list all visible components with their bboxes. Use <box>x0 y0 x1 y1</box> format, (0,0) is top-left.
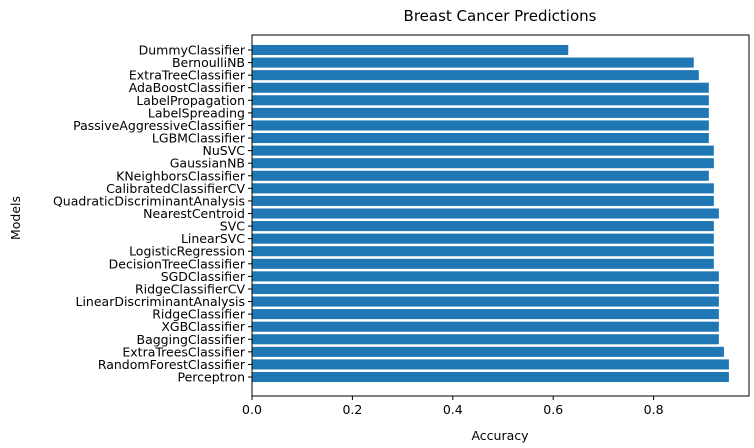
y-tick-label: RidgeClassifier <box>152 307 246 322</box>
bar-QuadraticDiscriminantAnalysis <box>252 195 714 206</box>
y-tick-label: LabelSpreading <box>148 105 245 120</box>
bar-RandomForestClassifier <box>252 359 729 370</box>
y-tick-label: DecisionTreeClassifier <box>109 256 246 271</box>
y-tick-label: Perceptron <box>178 370 245 385</box>
bar-LinearDiscriminantAnalysis <box>252 296 719 307</box>
bar-SVC <box>252 221 714 232</box>
bar-RidgeClassifierCV <box>252 283 719 294</box>
bar-ExtraTreeClassifier <box>252 70 699 81</box>
y-tick-label: LGBMClassifier <box>152 131 246 146</box>
bar-ExtraTreesClassifier <box>252 346 724 357</box>
y-tick-label: QuadraticDiscriminantAnalysis <box>53 193 245 208</box>
x-tick-label: 0.8 <box>644 402 664 417</box>
y-tick-label: ExtraTreeClassifier <box>129 68 246 83</box>
x-tick-label: 0.4 <box>443 402 463 417</box>
y-tick-label: LogisticRegression <box>129 244 245 259</box>
bar-BaggingClassifier <box>252 334 719 345</box>
bar-KNeighborsClassifier <box>252 170 709 181</box>
y-tick-label: LinearSVC <box>181 231 245 246</box>
y-tick-label: KNeighborsClassifier <box>116 168 246 183</box>
chart-title: Breast Cancer Predictions <box>404 7 597 25</box>
y-tick-label: DummyClassifier <box>139 43 246 58</box>
y-axis-title: Models <box>8 196 23 240</box>
y-tick-label: LinearDiscriminantAnalysis <box>75 294 245 309</box>
y-tick-label: CalibratedClassifierCV <box>106 181 245 196</box>
y-tick-label: ExtraTreesClassifier <box>122 344 245 359</box>
x-tick-label: 0.6 <box>543 402 563 417</box>
bar-BernoulliNB <box>252 57 694 68</box>
y-tick-label: NuSVC <box>203 143 246 158</box>
y-tick-label: XGBClassifier <box>161 319 246 334</box>
y-tick-label: RandomForestClassifier <box>98 357 246 372</box>
y-tick-label: PassiveAggressiveClassifier <box>73 118 246 133</box>
bars-group <box>252 44 729 383</box>
y-tick-label: SGDClassifier <box>161 269 246 284</box>
bar-DummyClassifier <box>252 44 569 56</box>
bar-GaussianNB <box>252 158 714 169</box>
bar-LogisticRegression <box>252 246 714 257</box>
y-tick-label: GaussianNB <box>170 156 245 171</box>
bar-AdaBoostClassifier <box>252 82 709 93</box>
bar-RidgeClassifier <box>252 309 719 320</box>
y-tick-labels: DummyClassifierBernoulliNBExtraTreeClass… <box>53 43 252 385</box>
plot-frame <box>251 34 750 397</box>
x-axis-title: Accuracy <box>471 428 529 443</box>
bar-Perceptron <box>252 371 729 383</box>
x-axis: 0.0 0.2 0.4 0.6 0.8 <box>242 396 664 417</box>
y-tick-label: RidgeClassifierCV <box>135 281 246 296</box>
bar-LabelPropagation <box>252 95 709 106</box>
x-tick-label: 0.0 <box>242 402 262 417</box>
y-tick-label: NearestCentroid <box>143 206 245 221</box>
bar-NuSVC <box>252 145 714 156</box>
y-tick-label: BaggingClassifier <box>137 332 246 347</box>
bar-CalibratedClassifierCV <box>252 183 714 194</box>
y-tick-label: BernoulliNB <box>172 55 245 70</box>
bar-LinearSVC <box>252 233 714 244</box>
bar-NearestCentroid <box>252 208 719 219</box>
bar-LGBMClassifier <box>252 133 709 144</box>
y-tick-label: SVC <box>220 219 245 234</box>
y-tick-label: AdaBoostClassifier <box>129 80 246 95</box>
bar-DecisionTreeClassifier <box>252 258 714 269</box>
bar-PassiveAggressiveClassifier <box>252 120 709 131</box>
bar-SGDClassifier <box>252 271 719 282</box>
x-tick-label: 0.2 <box>342 402 362 417</box>
bar-XGBClassifier <box>252 321 719 332</box>
y-tick-label: LabelPropagation <box>136 93 245 108</box>
bar-LabelSpreading <box>252 107 709 118</box>
